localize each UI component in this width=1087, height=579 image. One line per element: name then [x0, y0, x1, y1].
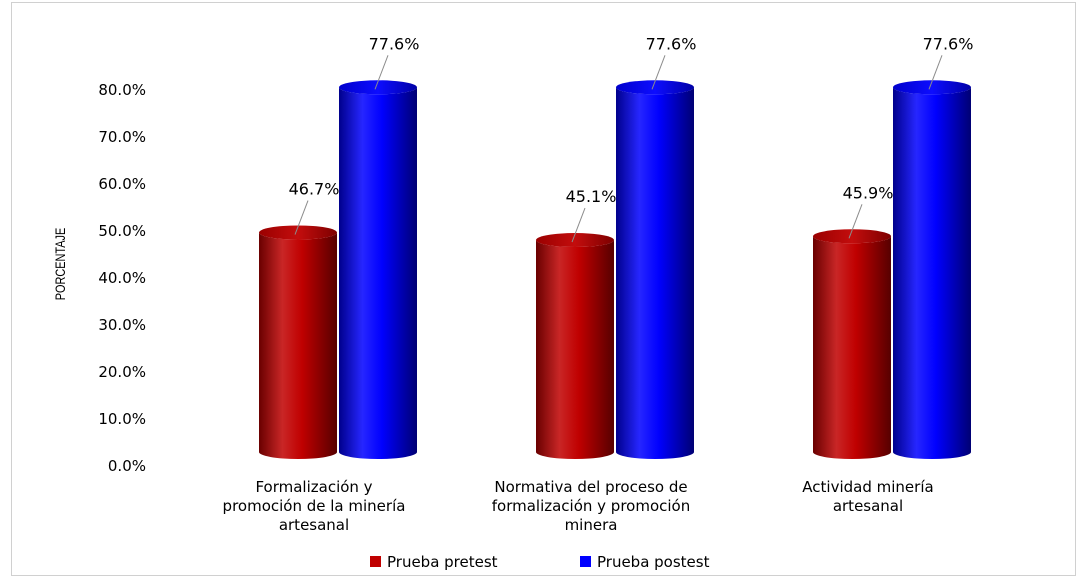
y-tick-label: 50.0%	[98, 222, 146, 240]
bars	[259, 80, 971, 459]
y-tick-label: 30.0%	[98, 316, 146, 334]
bar-body	[813, 236, 891, 459]
data-label: 46.7%	[289, 180, 340, 199]
data-label-leader	[651, 55, 666, 90]
bar-pretest	[813, 229, 891, 459]
y-tick-label: 60.0%	[98, 175, 146, 193]
category-label: Normativa del proceso de formalización y …	[492, 478, 691, 534]
y-axis-title: PORCENTAJE	[53, 228, 69, 301]
data-labels: 46.7% 77.6% 45.1% 77.6% 45.9% 77.6%	[289, 34, 974, 243]
y-tick-label: 20.0%	[98, 363, 146, 381]
data-label: 77.6%	[646, 34, 697, 53]
bar-body	[616, 87, 694, 459]
data-label-leader	[294, 200, 309, 235]
bar-body	[339, 87, 417, 459]
y-tick-label: 10.0%	[98, 410, 146, 428]
bar-body	[259, 232, 337, 459]
bar-body	[536, 240, 614, 459]
legend-label: Prueba pretest	[387, 553, 498, 571]
y-tick-label: 40.0%	[98, 269, 146, 287]
legend: Prueba pretest Prueba postest	[370, 553, 710, 571]
bar-body	[893, 87, 971, 459]
bar-top	[259, 225, 337, 240]
bar-postest	[616, 80, 694, 459]
bar-postest	[893, 80, 971, 459]
category-labels: Formalización y promoción de la minería ar…	[223, 478, 934, 534]
data-label-leader	[571, 207, 586, 243]
bar-top	[893, 80, 971, 95]
data-label: 45.1%	[566, 187, 617, 206]
legend-swatch	[580, 556, 591, 567]
category-label: Formalización y promoción de la minería ar…	[223, 478, 406, 534]
data-label: 77.6%	[923, 34, 974, 53]
data-label: 45.9%	[843, 183, 894, 202]
data-label: 77.6%	[369, 34, 420, 53]
legend-label: Prueba postest	[597, 553, 710, 571]
data-label-leader	[848, 204, 863, 239]
bar-top	[813, 229, 891, 244]
legend-swatch	[370, 556, 381, 567]
y-tick-labels: 0.0% 10.0% 20.0% 30.0% 40.0% 50.0% 60.0% 70.0% 8…	[98, 81, 146, 475]
bar-top	[339, 80, 417, 95]
bar-top	[616, 80, 694, 95]
legend-item: Prueba postest	[580, 553, 710, 571]
y-tick-label: 70.0%	[98, 128, 146, 146]
y-tick-label: 80.0%	[98, 81, 146, 99]
y-tick-label: 0.0%	[108, 457, 146, 475]
bar-postest	[339, 80, 417, 459]
data-label-leader	[928, 55, 943, 90]
bar-top	[536, 233, 614, 248]
data-label-leader	[374, 55, 389, 90]
bar-pretest	[536, 233, 614, 459]
bar-pretest	[259, 225, 337, 459]
legend-item: Prueba pretest	[370, 553, 498, 571]
y-axis-label: PORCENTAJE	[53, 228, 69, 301]
category-label: Actividad minería artesanal	[802, 478, 933, 515]
